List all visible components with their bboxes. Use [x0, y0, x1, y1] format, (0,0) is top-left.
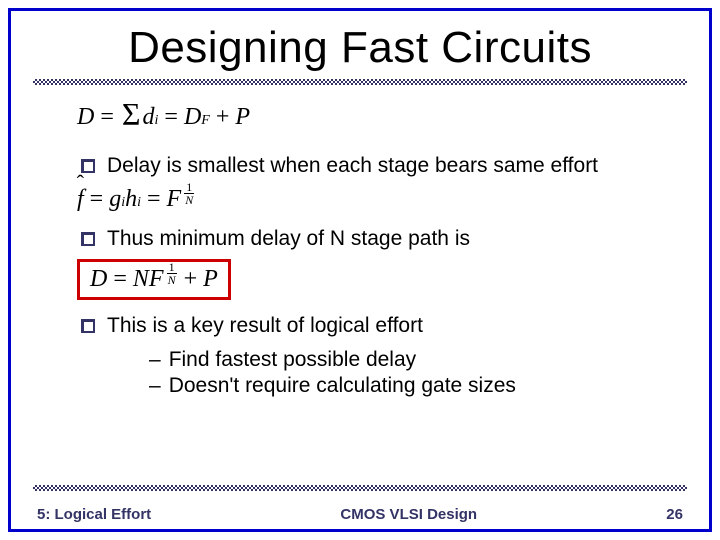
eq1-P: P [235, 104, 250, 131]
eq2-frac: 1N [183, 181, 195, 206]
footer-center: CMOS VLSI Design [340, 506, 477, 523]
content-area: D = Σ di = DF + P Delay is smallest when… [11, 99, 709, 398]
dash-icon: – [149, 348, 161, 371]
sub-bullet-1: –Find fastest possible delay [149, 348, 679, 372]
equation-3: D = N F1N + P [77, 259, 679, 300]
equation-2: f = gi hi = F1N [77, 186, 679, 213]
eq1-di-sub: i [155, 113, 159, 129]
eq2-F: F [167, 186, 182, 213]
bullet-1-text: Delay is smallest when each stage bears … [107, 154, 598, 178]
dash-icon: – [149, 374, 161, 397]
eq1-eq2: = [164, 104, 178, 131]
eq3-frac: 1N [166, 261, 178, 286]
sigma-icon: Σ [122, 96, 141, 133]
sub-bullet-2: –Doesn't require calculating gate sizes [149, 374, 679, 398]
sub-bullet-2-text: Doesn't require calculating gate sizes [169, 374, 516, 397]
footer-left: 5: Logical Effort [37, 506, 151, 523]
sub-bullet-1-text: Find fastest possible delay [169, 348, 416, 371]
eq2-gi-sub: i [121, 195, 125, 211]
bullet-icon [81, 232, 95, 246]
page-number: 26 [666, 506, 683, 523]
eq2-eq: = [90, 186, 104, 213]
title-rule [33, 79, 687, 85]
eq3-eq: = [113, 266, 127, 293]
eq2-fhat: f [77, 186, 84, 213]
eq3-D: D [90, 266, 107, 293]
eq3-den: N [166, 274, 178, 286]
eq2-hi-sub: i [137, 195, 141, 211]
eq2-eq2: = [147, 186, 161, 213]
bullet-2-text: Thus minimum delay of N stage path is [107, 227, 470, 251]
eq3-N: N [133, 266, 149, 293]
bullet-3-text: This is a key result of logical effort [107, 314, 423, 338]
eq3-P: P [203, 266, 218, 293]
footer: 5: Logical Effort CMOS VLSI Design 26 [11, 506, 709, 523]
boxed-equation: D = N F1N + P [77, 259, 231, 300]
eq1-D: D [77, 104, 94, 131]
eq1-DF-sub: F [201, 113, 210, 129]
equation-1: D = Σ di = DF + P [77, 99, 679, 136]
bullet-1: Delay is smallest when each stage bears … [81, 154, 679, 178]
bullet-3: This is a key result of logical effort [81, 314, 679, 338]
eq1-plus: + [216, 104, 230, 131]
eq2-gi: g [109, 186, 121, 213]
eq1-di: d [143, 104, 155, 131]
eq1-DF: D [184, 104, 201, 131]
page-title: Designing Fast Circuits [11, 11, 709, 79]
eq3-F: F [149, 266, 164, 293]
footer-rule [33, 485, 687, 491]
bullet-icon [81, 319, 95, 333]
bullet-2: Thus minimum delay of N stage path is [81, 227, 679, 251]
eq2-hi: h [125, 186, 137, 213]
eq3-plus: + [184, 266, 198, 293]
slide-frame: Designing Fast Circuits D = Σ di = DF + … [8, 8, 712, 532]
eq2-den: N [183, 194, 195, 206]
eq1-eq: = [100, 104, 114, 131]
